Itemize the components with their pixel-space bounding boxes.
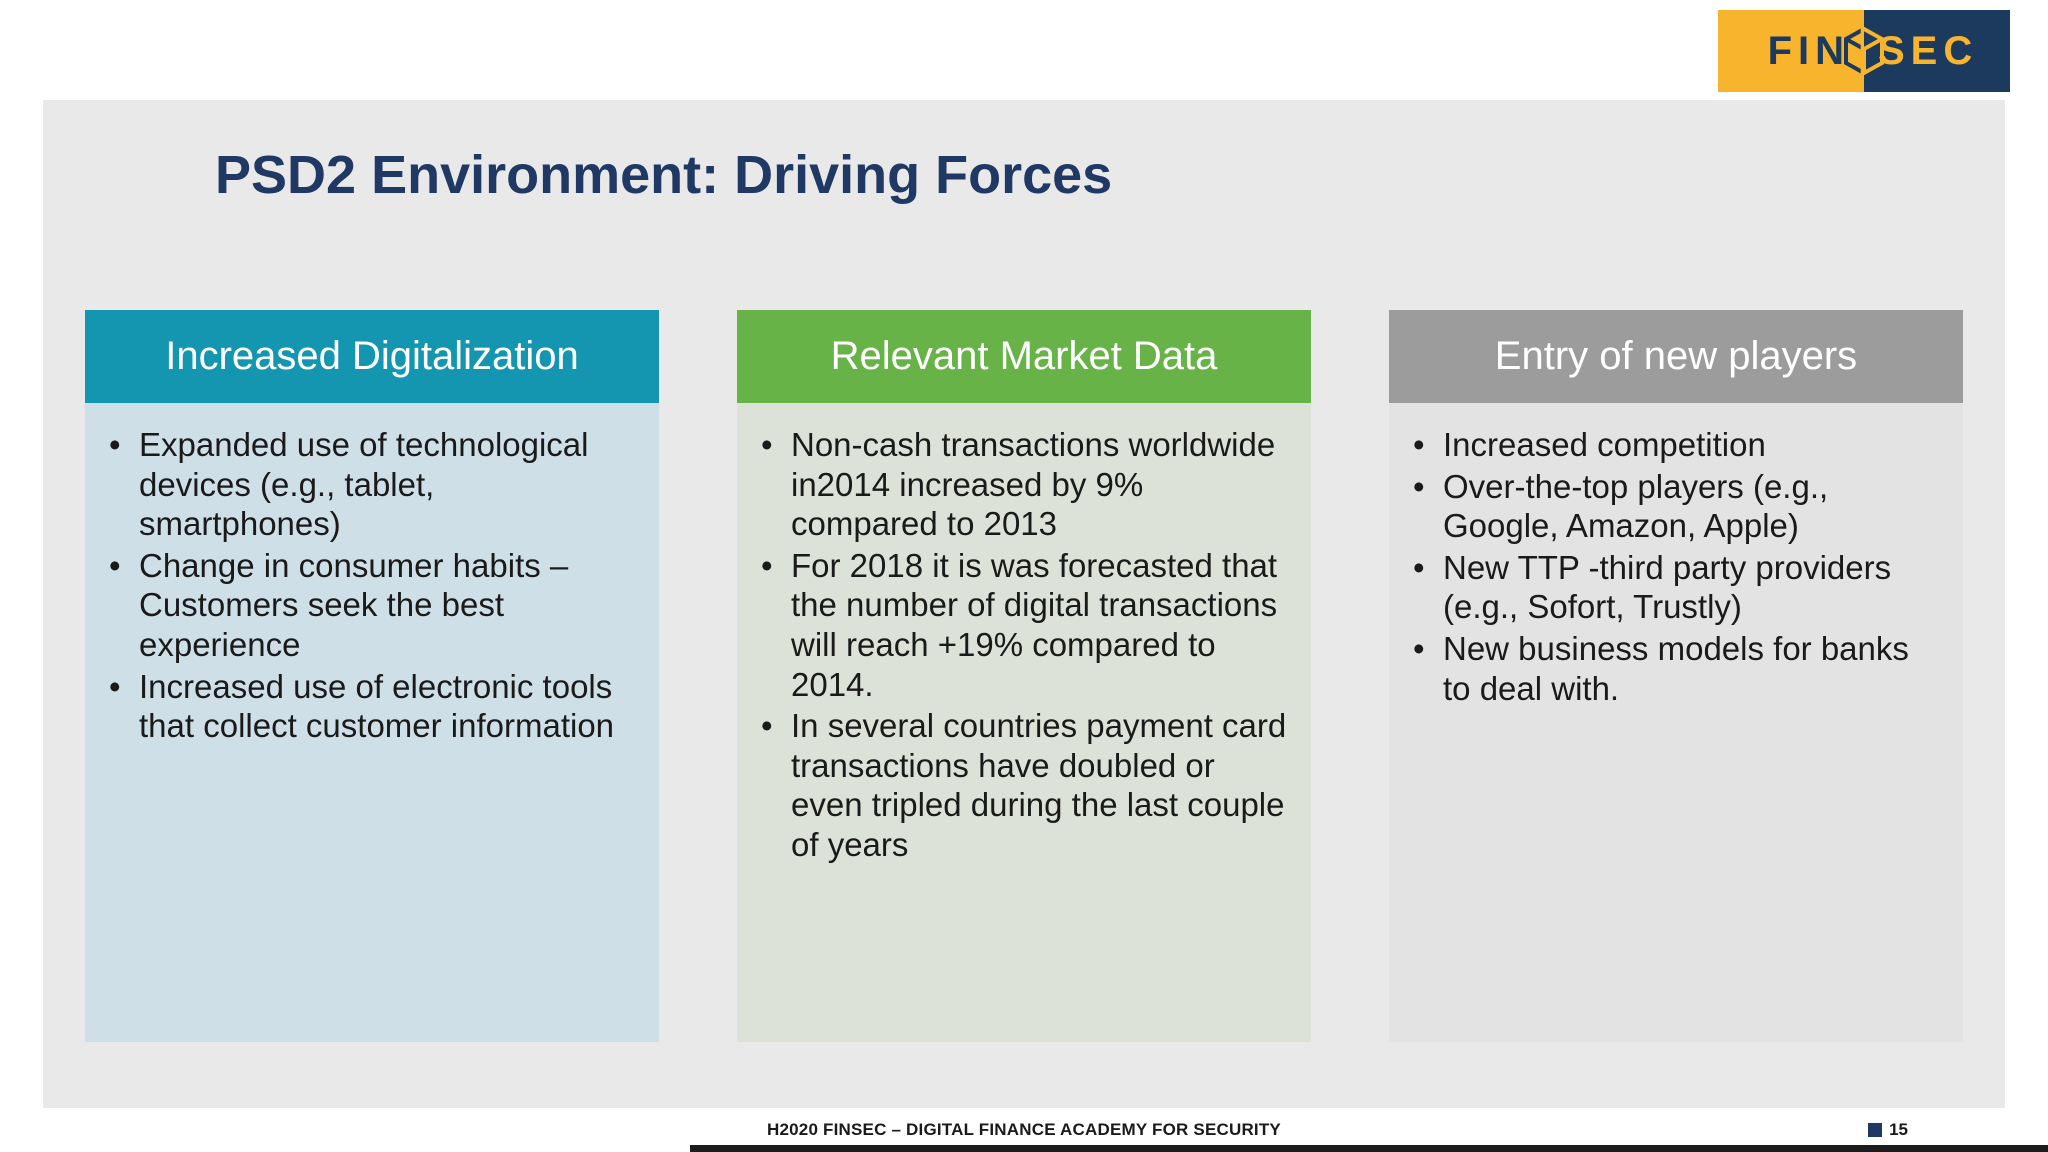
bullet-item: New business models for banks to deal wi… (1409, 629, 1943, 708)
bullet-list: Non-cash transactions worldwide in2014 i… (757, 425, 1291, 865)
column-header: Increased Digitalization (85, 310, 659, 403)
page-number-badge: 15 (1868, 1120, 1908, 1140)
bullet-item: For 2018 it is was forecasted that the n… (757, 546, 1291, 704)
column-header: Entry of new players (1389, 310, 1963, 403)
bullet-item: Increased competition (1409, 425, 1943, 465)
column-body: Expanded use of technological devices (e… (85, 403, 659, 1042)
finsec-logo: FIN SEC (1718, 10, 2010, 92)
bullet-item: Non-cash transactions worldwide in2014 i… (757, 425, 1291, 544)
page-number: 15 (1889, 1120, 1908, 1139)
footer-text: H2020 FINSEC – DIGITAL FINANCE ACADEMY F… (767, 1120, 1281, 1139)
bottom-bar (690, 1145, 2048, 1152)
column: Entry of new players Increased competiti… (1389, 310, 1963, 1042)
slide-title: PSD2 Environment: Driving Forces (215, 145, 1113, 205)
column-body: Non-cash transactions worldwide in2014 i… (737, 403, 1311, 1042)
bullet-item: Change in consumer habits – Customers se… (105, 546, 639, 665)
bullet-item: Increased use of electronic tools that c… (105, 667, 639, 746)
column-body: Increased competitionOver-the-top player… (1389, 403, 1963, 1042)
column: Increased Digitalization Expanded use of… (85, 310, 659, 1042)
bullet-item: Expanded use of technological devices (e… (105, 425, 639, 544)
column: Relevant Market Data Non-cash transactio… (737, 310, 1311, 1042)
logo-fin-text: FIN (1767, 28, 1850, 73)
column-header: Relevant Market Data (737, 310, 1311, 403)
logo-sec-block: SEC (1864, 10, 2010, 92)
bullet-list: Increased competitionOver-the-top player… (1409, 425, 1943, 708)
bullet-item: Over-the-top players (e.g., Google, Amaz… (1409, 467, 1943, 546)
logo-fin-block: FIN (1718, 10, 1864, 92)
columns-container: Increased Digitalization Expanded use of… (85, 310, 1963, 1042)
slide-footer: H2020 FINSEC – DIGITAL FINANCE ACADEMY F… (0, 1108, 2048, 1152)
bullet-list: Expanded use of technological devices (e… (105, 425, 639, 746)
page-marker-icon (1868, 1123, 1883, 1137)
bullet-item: In several countries payment card transa… (757, 706, 1291, 864)
slide-body: PSD2 Environment: Driving Forces Increas… (43, 100, 2005, 1108)
bullet-item: New TTP -third party providers (e.g., So… (1409, 548, 1943, 627)
logo-sec-text: SEC (1878, 28, 1979, 73)
